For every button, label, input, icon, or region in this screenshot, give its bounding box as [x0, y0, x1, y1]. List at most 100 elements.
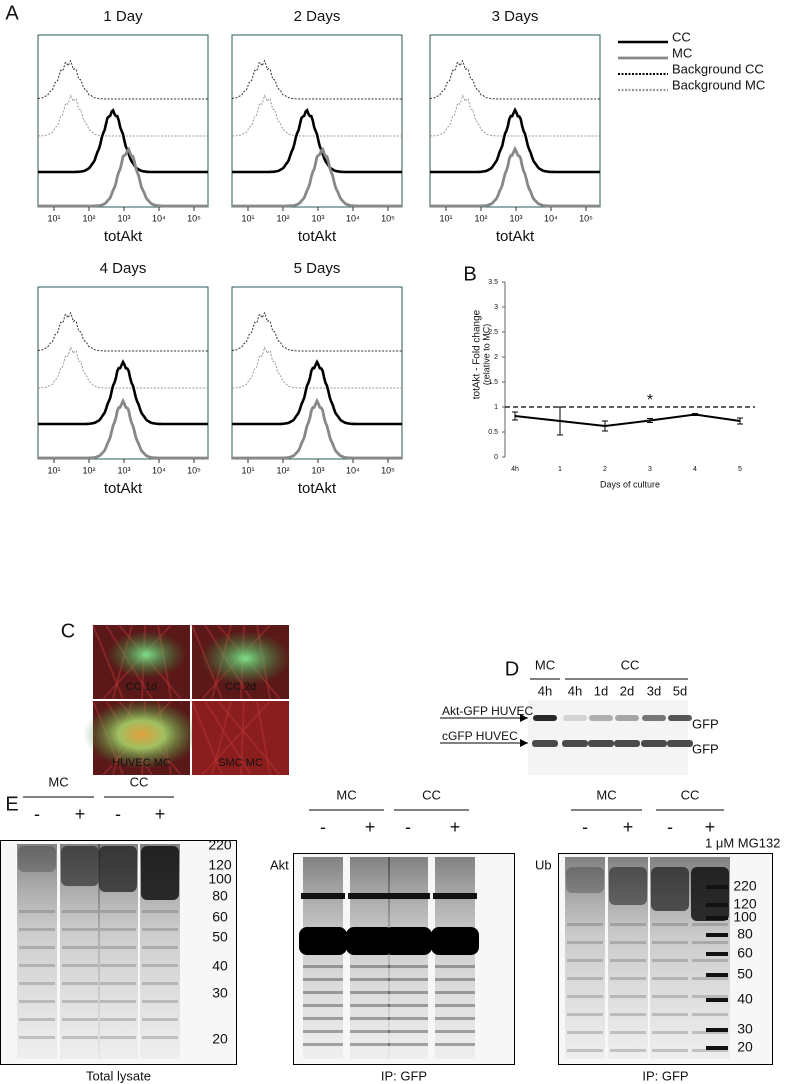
band: [303, 1017, 343, 1020]
error-bar: [692, 413, 698, 416]
band: [62, 964, 98, 967]
panel-letter: E: [5, 793, 18, 815]
legend-label: Background CC: [672, 61, 764, 76]
blot: [528, 700, 688, 775]
legend-label: Background MC: [672, 77, 765, 92]
mc-curve: [38, 146, 208, 208]
marker-band: [706, 1046, 728, 1050]
band: [610, 941, 646, 944]
micrograph: [83, 699, 200, 776]
band: [19, 964, 55, 967]
x-tick-label: 10²: [276, 213, 289, 223]
x-tick-label: 3: [648, 466, 652, 473]
group-label: MC: [48, 774, 68, 789]
marker-label: 50: [737, 966, 753, 982]
band: [388, 978, 428, 981]
band: [346, 927, 394, 955]
background-cc-curve: [429, 59, 600, 100]
cc-curve: [38, 108, 208, 174]
arrow-head: [520, 714, 528, 722]
marker-band: [706, 885, 728, 889]
band: [350, 1017, 390, 1020]
histogram-frame: [429, 34, 601, 208]
band: [142, 910, 178, 913]
lane-label: 1d: [594, 683, 608, 698]
background-mc-curve: [232, 346, 402, 389]
micrograph-bg: [192, 701, 289, 775]
group-label: CC: [130, 774, 149, 789]
band: [350, 991, 390, 994]
y-tick-label: 0: [494, 454, 498, 461]
histogram-title: 3 Days: [492, 8, 539, 25]
band: [692, 1049, 728, 1052]
band: [350, 1004, 390, 1007]
band: [62, 1036, 98, 1039]
band: [19, 946, 55, 949]
band: [435, 1030, 475, 1033]
band: [142, 1036, 178, 1039]
band: [433, 893, 477, 899]
band: [62, 946, 98, 949]
error-bar: [557, 406, 563, 436]
background-mc-curve: [38, 94, 208, 137]
band: [610, 1013, 646, 1016]
band: [303, 965, 343, 968]
cc-curve: [232, 108, 402, 174]
error-bar: [602, 420, 608, 432]
panel-letter: A: [5, 2, 19, 24]
y-tick-label: 1.5: [488, 379, 498, 386]
band: [610, 1031, 646, 1034]
lane-smear: [388, 857, 428, 1059]
histogram-frame: [37, 286, 209, 460]
band: [388, 965, 428, 968]
fiber: [217, 700, 281, 776]
band: [100, 928, 136, 931]
marker-label: 20: [212, 1031, 228, 1047]
band: [350, 1043, 390, 1046]
blot-lanes: [299, 857, 479, 1059]
histogram-title: 5 Days: [294, 260, 341, 277]
treatment-label: -: [667, 817, 673, 837]
marker-label: 100: [208, 871, 232, 887]
band: [435, 978, 475, 981]
histogram-curves: [429, 59, 600, 208]
band: [348, 893, 392, 899]
band: [692, 959, 728, 962]
band: [142, 1000, 178, 1003]
x-tick-label: 10³: [311, 465, 324, 475]
marker-band: [706, 1028, 728, 1032]
band: [62, 1018, 98, 1021]
band: [692, 995, 728, 998]
band: [652, 1031, 688, 1034]
band: [303, 1030, 343, 1033]
band: [567, 1013, 603, 1016]
band: [100, 910, 136, 913]
lane-top: [18, 846, 56, 872]
x-tick-label: 4: [693, 466, 697, 473]
band: [142, 982, 178, 985]
lane-label: 2d: [620, 683, 634, 698]
marker-label: 120: [733, 896, 757, 912]
band: [589, 715, 613, 721]
x-tick-label: 10¹: [47, 465, 60, 475]
band: [301, 893, 345, 899]
y-axis-label: (relative to MC): [481, 324, 491, 386]
x-axis-label: totAkt: [298, 480, 337, 497]
blot-caption: IP: GFP: [381, 1068, 427, 1083]
band: [567, 923, 603, 926]
y-tick-label: 0.5: [488, 429, 498, 436]
lane-top: [691, 867, 729, 921]
band: [533, 715, 557, 721]
lane-top: [99, 846, 137, 892]
marker-label: 20: [737, 1039, 753, 1055]
band: [62, 1000, 98, 1003]
treatment-label: +: [450, 817, 461, 837]
band: [652, 941, 688, 944]
x-tick-label: 5: [738, 466, 742, 473]
band: [614, 740, 640, 747]
cell: [199, 630, 292, 686]
histogram-curves: [231, 311, 402, 460]
band: [142, 946, 178, 949]
marker-label: 50: [212, 929, 228, 945]
